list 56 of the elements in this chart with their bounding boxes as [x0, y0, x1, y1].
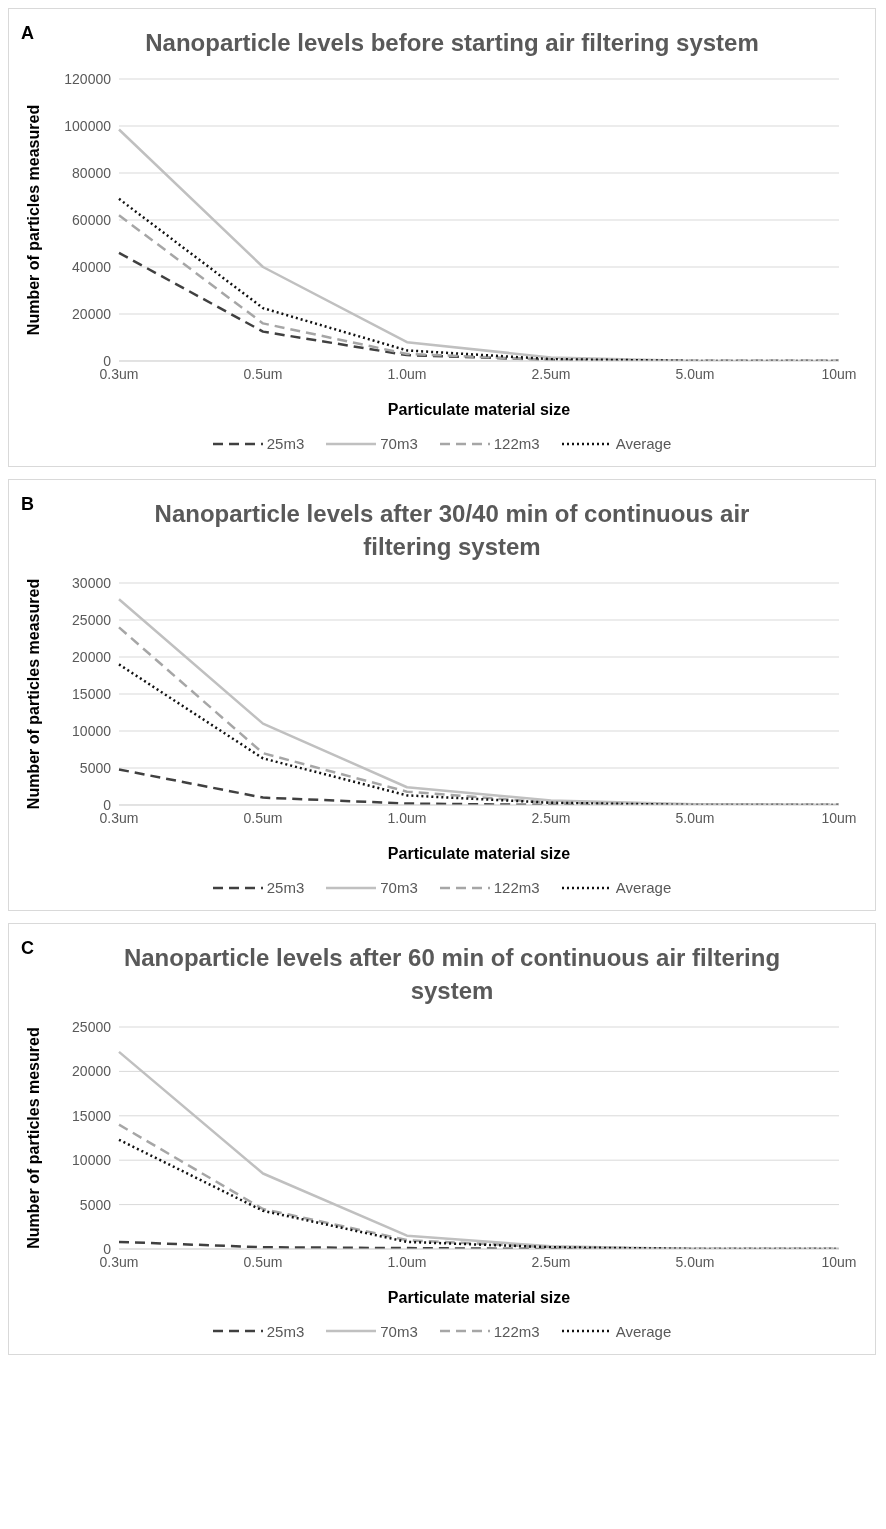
x-tick-label: 0.5um: [243, 1253, 283, 1270]
y-axis-title: Number of particles measured: [24, 579, 42, 810]
y-tick-label: 100000: [64, 118, 112, 135]
legend-label: Average: [615, 879, 672, 897]
legend-label: Average: [615, 1322, 672, 1340]
legend-label: 70m3: [380, 879, 418, 897]
x-tick-label: 2.5um: [531, 810, 571, 827]
y-tick-label: 15000: [72, 686, 112, 703]
y-tick-label: 20000: [72, 649, 112, 666]
text: C: [21, 938, 34, 960]
x-tick-label: 1.0um: [387, 366, 427, 383]
legend-label: 25m3: [266, 879, 305, 897]
y-tick-label: 20000: [72, 1063, 112, 1080]
y-tick-label: 60000: [72, 212, 112, 229]
x-tick-label: 0.5um: [243, 810, 283, 827]
chart-title: Nanoparticle levels before starting air filtering system: [145, 29, 759, 56]
y-axis-title: Number of particles measured: [24, 105, 42, 336]
x-tick-label: 2.5um: [531, 1253, 571, 1270]
x-tick-label: 10um: [821, 810, 857, 827]
y-tick-label: 20000: [72, 306, 112, 323]
y-tick-label: 10000: [72, 1152, 112, 1169]
legend-label: 122m3: [493, 435, 540, 453]
legend-label: Average: [615, 435, 672, 453]
x-axis-title: Particulate material size: [387, 1288, 571, 1306]
x-tick-label: 10um: [821, 366, 857, 383]
chart-title: Nanoparticle levels after 30/40 min of continuous air filtering system: [154, 500, 750, 560]
x-axis-title: Particulate material size: [387, 401, 571, 419]
y-axis-title: Number of particles mesured: [24, 1027, 42, 1249]
x-tick-label: 5.0um: [675, 366, 715, 383]
x-tick-label: 2.5um: [531, 366, 571, 383]
y-tick-label: 120000: [64, 71, 112, 88]
x-tick-label: 1.0um: [387, 810, 427, 827]
x-tick-label: 1.0um: [387, 1253, 427, 1270]
x-tick-label: 0.5um: [243, 366, 283, 383]
legend-label: 70m3: [380, 1322, 418, 1340]
y-tick-label: 40000: [72, 259, 112, 276]
y-tick-label: 10000: [72, 723, 112, 740]
legend-label: 122m3: [493, 1322, 540, 1340]
legend-label: 25m3: [266, 435, 305, 453]
text: A: [21, 23, 34, 44]
y-tick-label: 25000: [72, 612, 112, 629]
chart-title: Nanoparticle levels after 60 min of continuous air filtering system: [123, 944, 781, 1004]
x-tick-label: 5.0um: [675, 810, 715, 827]
text: B: [21, 494, 34, 516]
legend-label: 25m3: [266, 1322, 305, 1340]
y-tick-label: 15000: [72, 1107, 112, 1124]
x-axis-title: Particulate material size: [387, 845, 571, 863]
y-tick-label: 30000: [72, 575, 112, 592]
y-tick-label: 25000: [72, 1018, 112, 1035]
legend-label: 122m3: [493, 879, 540, 897]
x-tick-label: 10um: [821, 1253, 857, 1270]
legend-label: 70m3: [380, 435, 418, 453]
y-tick-label: 80000: [72, 165, 112, 182]
x-tick-label: 5.0um: [675, 1253, 715, 1270]
y-tick-label: 5000: [79, 760, 112, 777]
y-tick-label: 5000: [79, 1196, 112, 1213]
